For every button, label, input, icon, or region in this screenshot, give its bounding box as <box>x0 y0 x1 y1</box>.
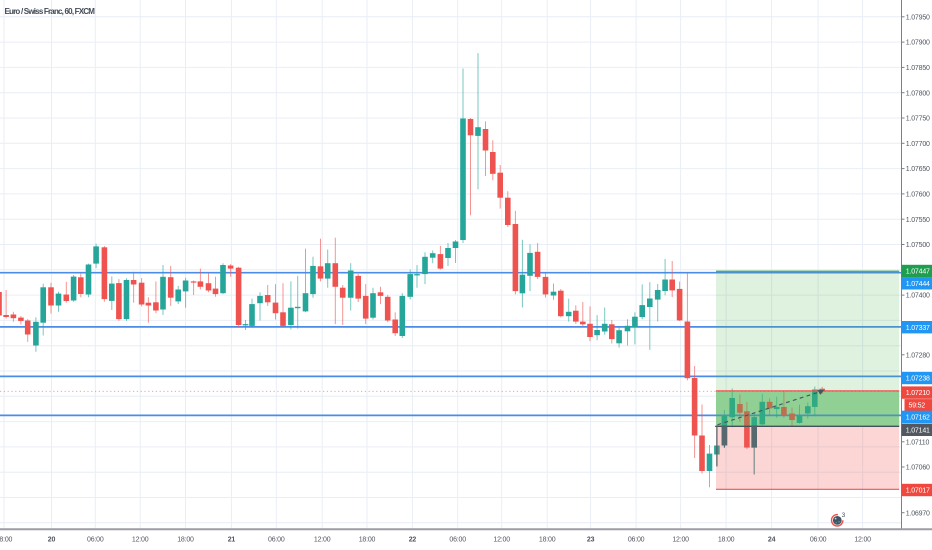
svg-text:1.07650: 1.07650 <box>906 166 930 173</box>
svg-text:1.07210: 1.07210 <box>906 390 930 397</box>
svg-text:1.07110: 1.07110 <box>906 439 930 446</box>
svg-text:1.07280: 1.07280 <box>906 352 930 359</box>
svg-text:59:52: 59:52 <box>909 403 926 410</box>
svg-text:1.07750: 1.07750 <box>906 116 930 123</box>
svg-text:1.07017: 1.07017 <box>906 488 930 495</box>
svg-text:1.07950: 1.07950 <box>906 14 930 21</box>
svg-text:12:00: 12:00 <box>854 537 871 544</box>
svg-text:06:00: 06:00 <box>268 537 285 544</box>
svg-text:1.07500: 1.07500 <box>906 242 930 249</box>
svg-text:1.07238: 1.07238 <box>906 376 930 383</box>
svg-text:18:00: 18:00 <box>177 537 194 544</box>
svg-text:1.06970: 1.06970 <box>906 510 930 517</box>
svg-text:18:00: 18:00 <box>0 537 13 544</box>
svg-text:23: 23 <box>587 537 595 544</box>
svg-text:06:00: 06:00 <box>810 537 827 544</box>
svg-text:18:00: 18:00 <box>539 537 556 544</box>
svg-text:1.07060: 1.07060 <box>906 465 930 472</box>
svg-text:1.07800: 1.07800 <box>906 90 930 97</box>
svg-text:1.07850: 1.07850 <box>906 65 930 72</box>
svg-text:Euro / Swiss Franc, 60, FXCM: Euro / Swiss Franc, 60, FXCM <box>5 7 96 16</box>
svg-text:12:00: 12:00 <box>493 537 510 544</box>
svg-text:12:00: 12:00 <box>672 537 689 544</box>
svg-text:1.07447: 1.07447 <box>906 269 930 276</box>
svg-text:1.07900: 1.07900 <box>906 40 930 47</box>
svg-text:3: 3 <box>842 512 846 519</box>
svg-text:06:00: 06:00 <box>87 537 104 544</box>
svg-text:18:00: 18:00 <box>359 537 376 544</box>
svg-text:1.07444: 1.07444 <box>906 281 930 288</box>
svg-text:12:00: 12:00 <box>314 537 331 544</box>
svg-text:1.07337: 1.07337 <box>906 325 930 332</box>
svg-text:1.07162: 1.07162 <box>906 415 930 422</box>
svg-text:1.07700: 1.07700 <box>906 141 930 148</box>
svg-text:1.07141: 1.07141 <box>906 427 930 434</box>
svg-text:24: 24 <box>768 537 776 544</box>
svg-text:22: 22 <box>409 537 417 544</box>
svg-text:1.07600: 1.07600 <box>906 192 930 199</box>
svg-text:12:00: 12:00 <box>132 537 149 544</box>
svg-text:20: 20 <box>48 537 56 544</box>
svg-text:06:00: 06:00 <box>628 537 645 544</box>
svg-text:1.07400: 1.07400 <box>906 293 930 300</box>
svg-text:06:00: 06:00 <box>449 537 466 544</box>
svg-text:21: 21 <box>228 537 236 544</box>
svg-text:18:00: 18:00 <box>718 537 735 544</box>
svg-text:1.07550: 1.07550 <box>906 217 930 224</box>
